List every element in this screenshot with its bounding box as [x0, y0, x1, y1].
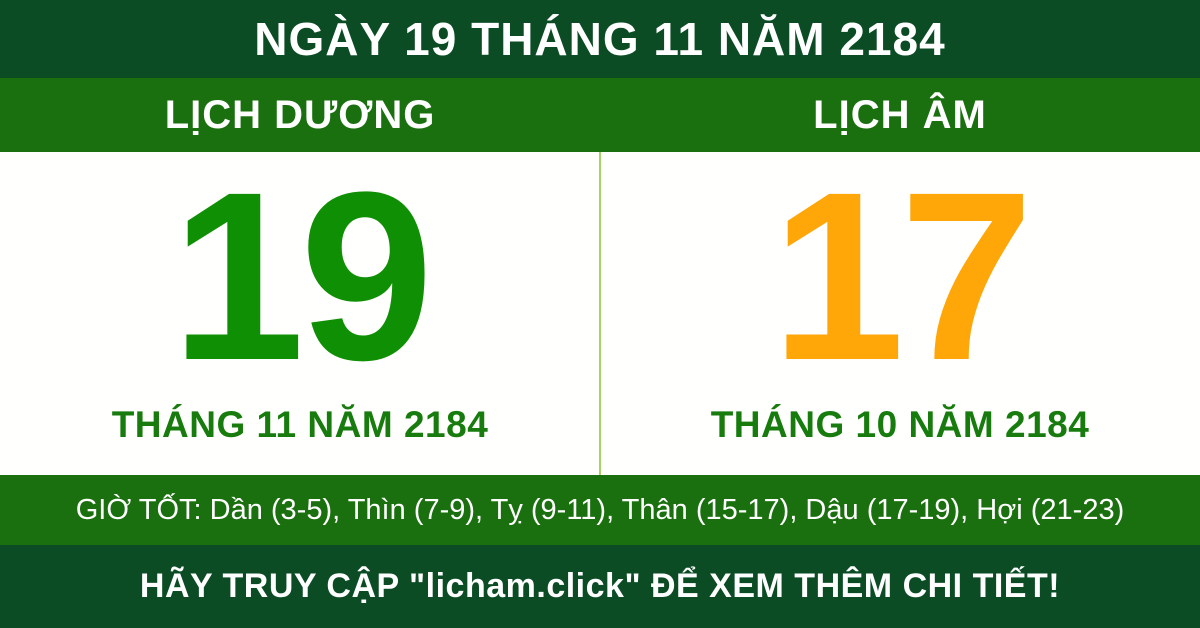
- footer-cta-text: HÃY TRUY CẬP "licham.click" ĐỂ XEM THÊM …: [139, 567, 1061, 605]
- lunar-calendar-header: LỊCH ÂM: [600, 78, 1200, 152]
- banner-header: NGÀY 19 THÁNG 11 NĂM 2184: [0, 0, 1200, 78]
- page-title: NGÀY 19 THÁNG 11 NĂM 2184: [254, 13, 946, 65]
- lunar-day-number: 17: [771, 142, 1033, 410]
- solar-day-number: 19: [171, 142, 433, 410]
- calendar-content: 19 THÁNG 11 NĂM 2184 17 THÁNG 10 NĂM 218…: [0, 152, 1200, 475]
- lunar-calendar-label: LỊCH ÂM: [813, 92, 987, 137]
- solar-calendar-header: LỊCH DƯƠNG: [0, 78, 600, 152]
- lunar-calendar-panel: 17 THÁNG 10 NĂM 2184: [600, 152, 1200, 475]
- solar-calendar-panel: 19 THÁNG 11 NĂM 2184: [0, 152, 600, 475]
- good-hours-bar: GIỜ TỐT: Dần (3-5), Thìn (7-9), Tỵ (9-11…: [0, 475, 1200, 545]
- column-divider: [599, 152, 601, 475]
- solar-month-label: THÁNG 11 NĂM 2184: [111, 404, 489, 445]
- calendar-type-header-band: LỊCH DƯƠNG LỊCH ÂM: [0, 78, 1200, 152]
- good-hours-text: GIỜ TỐT: Dần (3-5), Thìn (7-9), Tỵ (9-11…: [75, 493, 1125, 526]
- lunar-month-label: THÁNG 10 NĂM 2184: [710, 404, 1090, 445]
- solar-calendar-label: LỊCH DƯƠNG: [164, 92, 436, 137]
- footer-cta: HÃY TRUY CẬP "licham.click" ĐỂ XEM THÊM …: [0, 545, 1200, 628]
